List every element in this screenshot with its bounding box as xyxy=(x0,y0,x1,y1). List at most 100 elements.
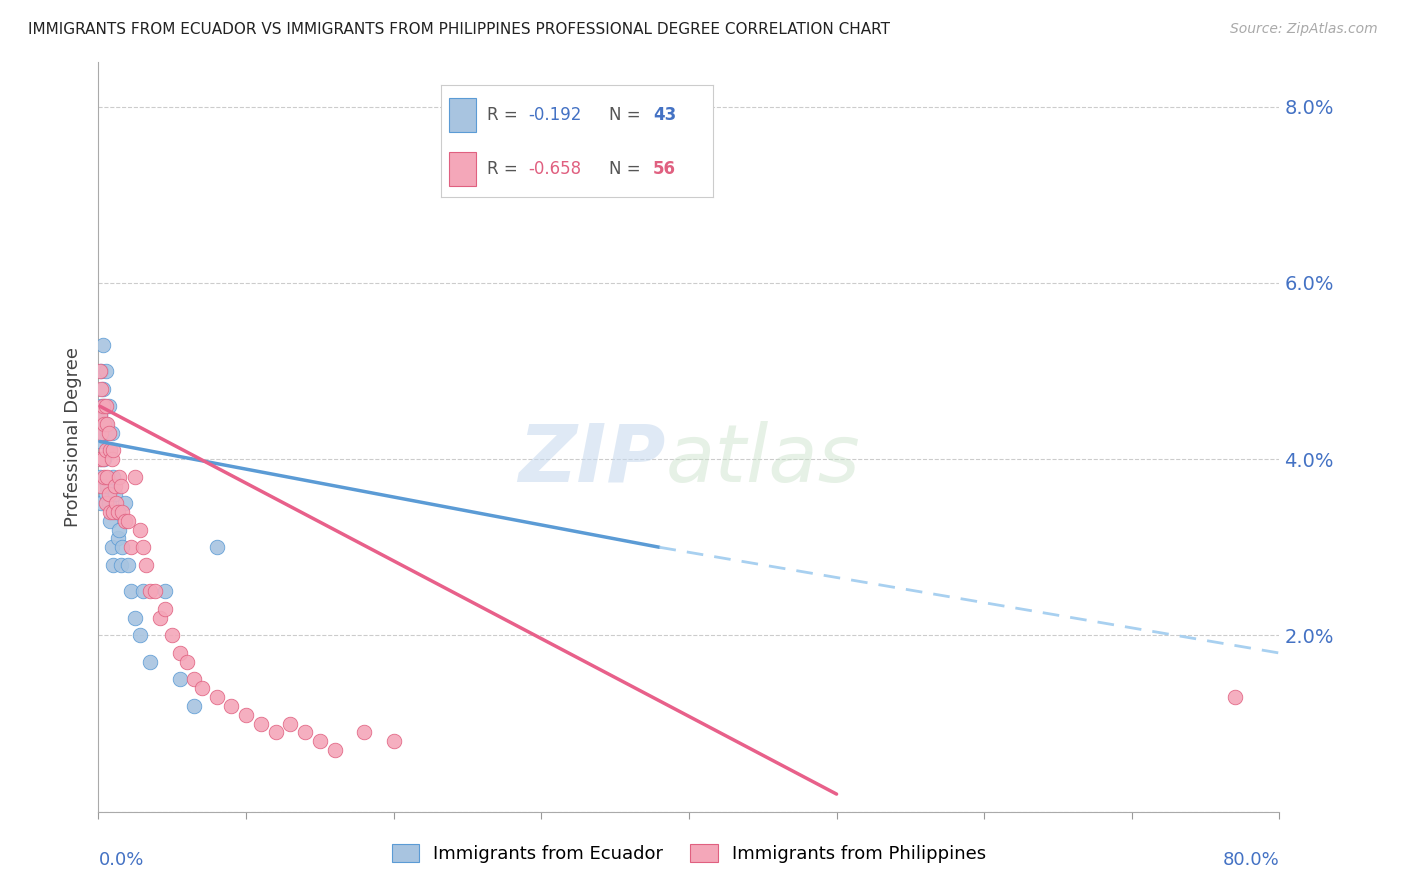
Y-axis label: Professional Degree: Professional Degree xyxy=(65,347,83,527)
Point xyxy=(89,452,111,467)
Text: Source: ZipAtlas.com: Source: ZipAtlas.com xyxy=(1230,22,1378,37)
Point xyxy=(96,417,118,431)
Point xyxy=(143,584,166,599)
Point xyxy=(93,469,115,483)
Point xyxy=(96,469,118,483)
Text: atlas: atlas xyxy=(665,420,860,499)
Text: 0.0%: 0.0% xyxy=(98,851,143,869)
Point xyxy=(103,443,125,458)
Point xyxy=(90,399,112,413)
Point xyxy=(91,382,114,396)
Point xyxy=(1225,690,1247,705)
Point xyxy=(250,716,273,731)
Point xyxy=(169,646,191,660)
Text: IMMIGRANTS FROM ECUADOR VS IMMIGRANTS FROM PHILIPPINES PROFESSIONAL DEGREE CORRE: IMMIGRANTS FROM ECUADOR VS IMMIGRANTS FR… xyxy=(28,22,890,37)
Point xyxy=(107,532,129,546)
Point xyxy=(110,558,132,572)
Point xyxy=(294,725,316,739)
Point xyxy=(117,514,139,528)
Point xyxy=(120,584,142,599)
Point xyxy=(94,496,117,510)
Point xyxy=(97,496,120,510)
Point xyxy=(169,673,191,687)
Text: 80.0%: 80.0% xyxy=(1223,851,1279,869)
Point xyxy=(309,734,332,748)
Point xyxy=(111,505,134,519)
Point xyxy=(205,541,228,555)
Point xyxy=(97,399,120,413)
Point xyxy=(176,655,198,669)
Point xyxy=(108,523,131,537)
Point xyxy=(634,161,657,176)
Point xyxy=(149,611,172,625)
Legend: Immigrants from Ecuador, Immigrants from Philippines: Immigrants from Ecuador, Immigrants from… xyxy=(385,837,993,870)
Point xyxy=(91,452,114,467)
Point xyxy=(183,673,205,687)
Point xyxy=(111,541,134,555)
Point xyxy=(120,541,142,555)
Point xyxy=(100,452,122,467)
Point xyxy=(105,496,128,510)
Point xyxy=(104,478,127,492)
Point xyxy=(135,558,157,572)
Point xyxy=(235,707,257,722)
Point xyxy=(98,443,121,458)
Point xyxy=(90,452,112,467)
Point xyxy=(205,690,228,705)
Point xyxy=(153,584,176,599)
Point xyxy=(94,364,117,378)
Point xyxy=(89,434,111,449)
Point xyxy=(94,443,117,458)
Point xyxy=(93,417,115,431)
Point xyxy=(162,628,183,642)
Point xyxy=(100,425,122,440)
Point xyxy=(124,469,146,483)
Point xyxy=(98,514,121,528)
Point xyxy=(89,469,111,483)
Point xyxy=(103,505,125,519)
Point xyxy=(91,425,114,440)
Point xyxy=(107,505,129,519)
Point xyxy=(221,698,243,713)
Point xyxy=(97,425,120,440)
Point xyxy=(91,337,114,351)
Point xyxy=(105,505,128,519)
Point xyxy=(323,743,346,757)
Point xyxy=(114,496,136,510)
Point xyxy=(382,734,405,748)
Point xyxy=(98,443,121,458)
Point xyxy=(124,611,146,625)
Point xyxy=(90,496,112,510)
Point xyxy=(264,725,287,739)
Point xyxy=(90,425,112,440)
Point xyxy=(132,541,155,555)
Point xyxy=(93,452,115,467)
Text: ZIP: ZIP xyxy=(517,420,665,499)
Point xyxy=(96,478,118,492)
Point xyxy=(94,399,117,413)
Point xyxy=(89,364,111,378)
Point xyxy=(114,514,136,528)
Point xyxy=(353,725,375,739)
Point xyxy=(94,417,117,431)
Point xyxy=(97,487,120,501)
Point xyxy=(89,408,111,422)
Point xyxy=(90,478,112,492)
Point xyxy=(280,716,302,731)
Point xyxy=(91,399,114,413)
Point xyxy=(90,382,112,396)
Point xyxy=(100,541,122,555)
Point xyxy=(103,558,125,572)
Point xyxy=(96,425,118,440)
Point xyxy=(117,558,139,572)
Point xyxy=(94,487,117,501)
Point xyxy=(104,487,127,501)
Point xyxy=(93,399,115,413)
Point xyxy=(132,584,155,599)
Point xyxy=(191,681,214,696)
Point xyxy=(108,469,131,483)
Point xyxy=(153,602,176,616)
Point xyxy=(139,584,162,599)
Point xyxy=(103,469,125,483)
Point xyxy=(90,364,112,378)
